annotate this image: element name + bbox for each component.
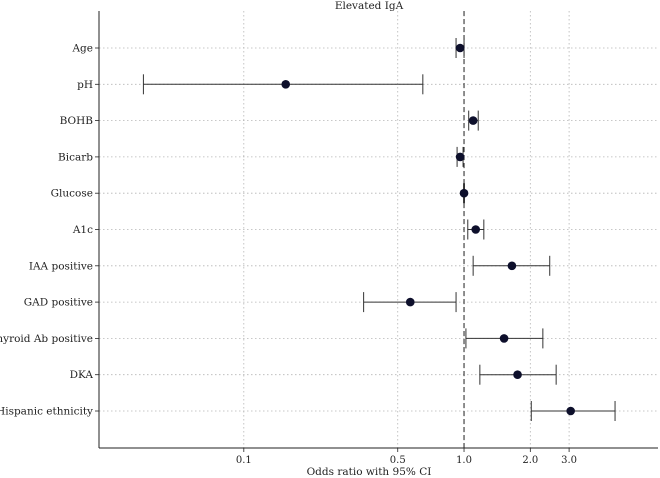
data-marks (142, 38, 616, 421)
odds-ratio-point (459, 188, 469, 198)
odds-ratio-point (566, 406, 575, 416)
odds-ratio-point (471, 225, 481, 234)
odds-ratio-point (405, 297, 415, 307)
row-label: Age (71, 43, 93, 55)
x-axis-ticks: 0.1 0.5 1.0 2.0 3.0 (236, 448, 577, 466)
row-label: BOHB (60, 115, 94, 127)
axes (98, 11, 658, 449)
odds-ratio-point (281, 80, 291, 89)
odds-ratio-point (507, 261, 517, 271)
odds-ratio-point (468, 116, 478, 125)
row-label: GAD positive (24, 297, 93, 309)
row-label: Bicarb (58, 151, 93, 163)
row-label: pH (77, 79, 93, 91)
y-axis-labels: Age pH BOHB Bicarb Glucose A1c IAA positive GAD… (0, 43, 99, 418)
x-tick-label: 3.0 (561, 455, 577, 466)
row-label: A1c (72, 224, 93, 236)
odds-ratio-point (513, 370, 522, 380)
row-label: DKA (70, 369, 94, 381)
row-label: Thyroid Ab positive (0, 333, 93, 345)
x-tick-label: 0.5 (390, 455, 406, 466)
odds-ratio-point (455, 43, 465, 53)
row-label: IAA positive (29, 260, 93, 272)
x-tick-label: 2.0 (522, 455, 538, 466)
x-tick-label: 1.0 (456, 455, 472, 466)
chart-title: Elevated IgA (335, 0, 404, 12)
odds-ratio-point (499, 334, 509, 343)
odds-ratio-point (455, 152, 465, 162)
grid (99, 11, 658, 448)
x-tick-label: 0.1 (236, 455, 252, 466)
row-label: Glucose (51, 188, 93, 200)
row-label: Hispanic ethnicity (0, 406, 93, 418)
x-axis-label: Odds ratio with 95% CI (307, 466, 432, 478)
